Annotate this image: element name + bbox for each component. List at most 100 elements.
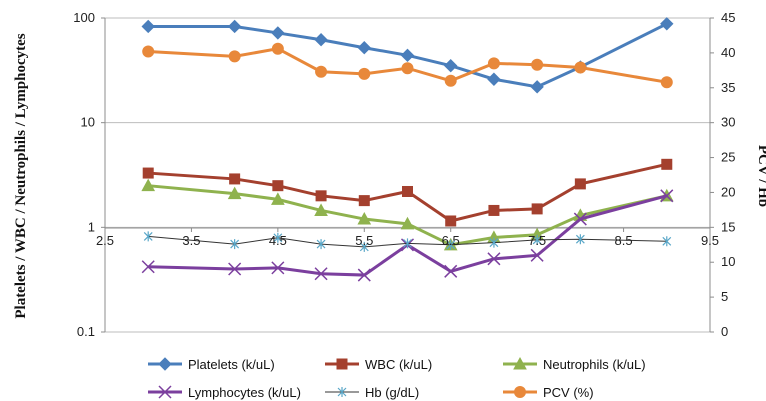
data-point [314, 33, 328, 47]
x-tick-label: 7.5 [528, 233, 546, 248]
y-right-tick-label: 15 [721, 219, 735, 234]
data-point [530, 80, 544, 94]
data-point [400, 48, 415, 63]
y-right-tick-label: 5 [721, 289, 728, 304]
y-right-tick-label: 25 [721, 150, 735, 165]
data-point [227, 186, 242, 200]
y-left-tick-label: 100 [73, 10, 95, 25]
data-point [143, 231, 153, 242]
data-point [661, 158, 673, 170]
data-point [531, 203, 543, 215]
legend-label: Hb (g/dL) [365, 385, 419, 400]
data-point [487, 72, 501, 86]
data-point [158, 385, 172, 399]
legend-label: Platelets (k/uL) [188, 357, 275, 372]
legend-item: Hb (g/dL) [325, 385, 419, 400]
legend-item: Neutrophils (k/uL) [503, 356, 646, 372]
data-point [446, 239, 456, 250]
y-axis-left-title: Platelets / WBC / Neutrophils / Lymphocy… [13, 33, 29, 318]
data-point [271, 261, 285, 275]
tick-labels: 0.1 1 10 100 0 5 10 15 20 25 30 35 40 45 2.5 3.5 4.5 5.5 6… [73, 10, 735, 339]
data-point [272, 180, 284, 192]
x-tick-label: 2.5 [96, 233, 114, 248]
data-point [445, 215, 457, 227]
data-point [142, 45, 155, 58]
legend-item: Platelets (k/uL) [148, 357, 275, 372]
y-right-tick-label: 10 [721, 254, 735, 269]
data-point [141, 178, 156, 192]
data-point [141, 19, 155, 34]
legend-item: WBC (k/uL) [325, 357, 432, 372]
x-tick-label: 4.5 [269, 233, 287, 248]
legend-label: Neutrophils (k/uL) [543, 357, 646, 372]
data-point [273, 232, 283, 243]
y-left-tick-label: 10 [81, 115, 95, 130]
data-point [513, 356, 527, 370]
data-point [357, 212, 372, 225]
data-point [488, 204, 500, 216]
data-point [660, 189, 674, 203]
x-tick-label: 8.5 [615, 233, 633, 248]
data-point [487, 252, 501, 266]
legend: Platelets (k/uL) WBC (k/uL) Neutrophils (k… [148, 356, 646, 400]
data-point [315, 190, 327, 202]
data-point [400, 216, 415, 230]
data-point [314, 203, 328, 216]
data-point [575, 234, 585, 245]
data-point [444, 74, 457, 87]
x-tick-label: 6.5 [442, 233, 460, 248]
x-tick-label: 9.5 [701, 233, 719, 248]
data-point [402, 185, 413, 197]
y-axis-right-title: PCV / Hb [755, 145, 766, 207]
data-point [316, 239, 326, 250]
data-point [574, 178, 586, 190]
data-point [530, 248, 544, 262]
data-point [359, 241, 369, 252]
data-point [444, 264, 458, 278]
data-point [271, 42, 284, 55]
data-point [662, 236, 672, 247]
series-lines [141, 17, 674, 282]
series-group [141, 189, 674, 282]
y-right-tick-label: 45 [721, 10, 735, 25]
series-group [143, 231, 672, 252]
data-point [227, 19, 242, 34]
gridlines [105, 17, 710, 333]
y-right-tick-label: 20 [721, 184, 735, 199]
y-left-tick-label: 0.1 [77, 324, 95, 339]
data-point [315, 65, 328, 78]
legend-label: Lymphocytes (k/uL) [188, 385, 301, 400]
data-point [358, 67, 371, 80]
x-tick-label: 3.5 [182, 233, 200, 248]
data-point [336, 358, 348, 370]
data-point [532, 234, 542, 245]
data-point [229, 173, 241, 185]
data-point [531, 58, 544, 71]
y-right-tick-label: 30 [721, 115, 735, 130]
series-line [148, 194, 668, 277]
legend-label: PCV (%) [543, 385, 594, 400]
x-tick-label: 5.5 [355, 233, 373, 248]
data-point [141, 260, 155, 274]
series-group [142, 158, 673, 227]
data-point [660, 17, 674, 31]
data-point [487, 57, 500, 70]
data-point [230, 239, 240, 250]
data-point [489, 237, 499, 248]
y-right-tick-label: 0 [721, 324, 728, 339]
legend-item: PCV (%) [503, 385, 594, 400]
data-point [403, 238, 412, 249]
series-group [141, 17, 674, 94]
data-point [228, 262, 242, 276]
data-point [142, 167, 154, 179]
data-point [271, 192, 285, 205]
data-point [158, 357, 172, 371]
data-point [228, 50, 241, 63]
data-point [357, 268, 371, 282]
data-point [514, 386, 526, 398]
y-right-tick-label: 35 [721, 80, 735, 95]
y-right-tick-label: 40 [721, 45, 735, 60]
data-point [401, 62, 414, 75]
data-point [358, 195, 370, 207]
